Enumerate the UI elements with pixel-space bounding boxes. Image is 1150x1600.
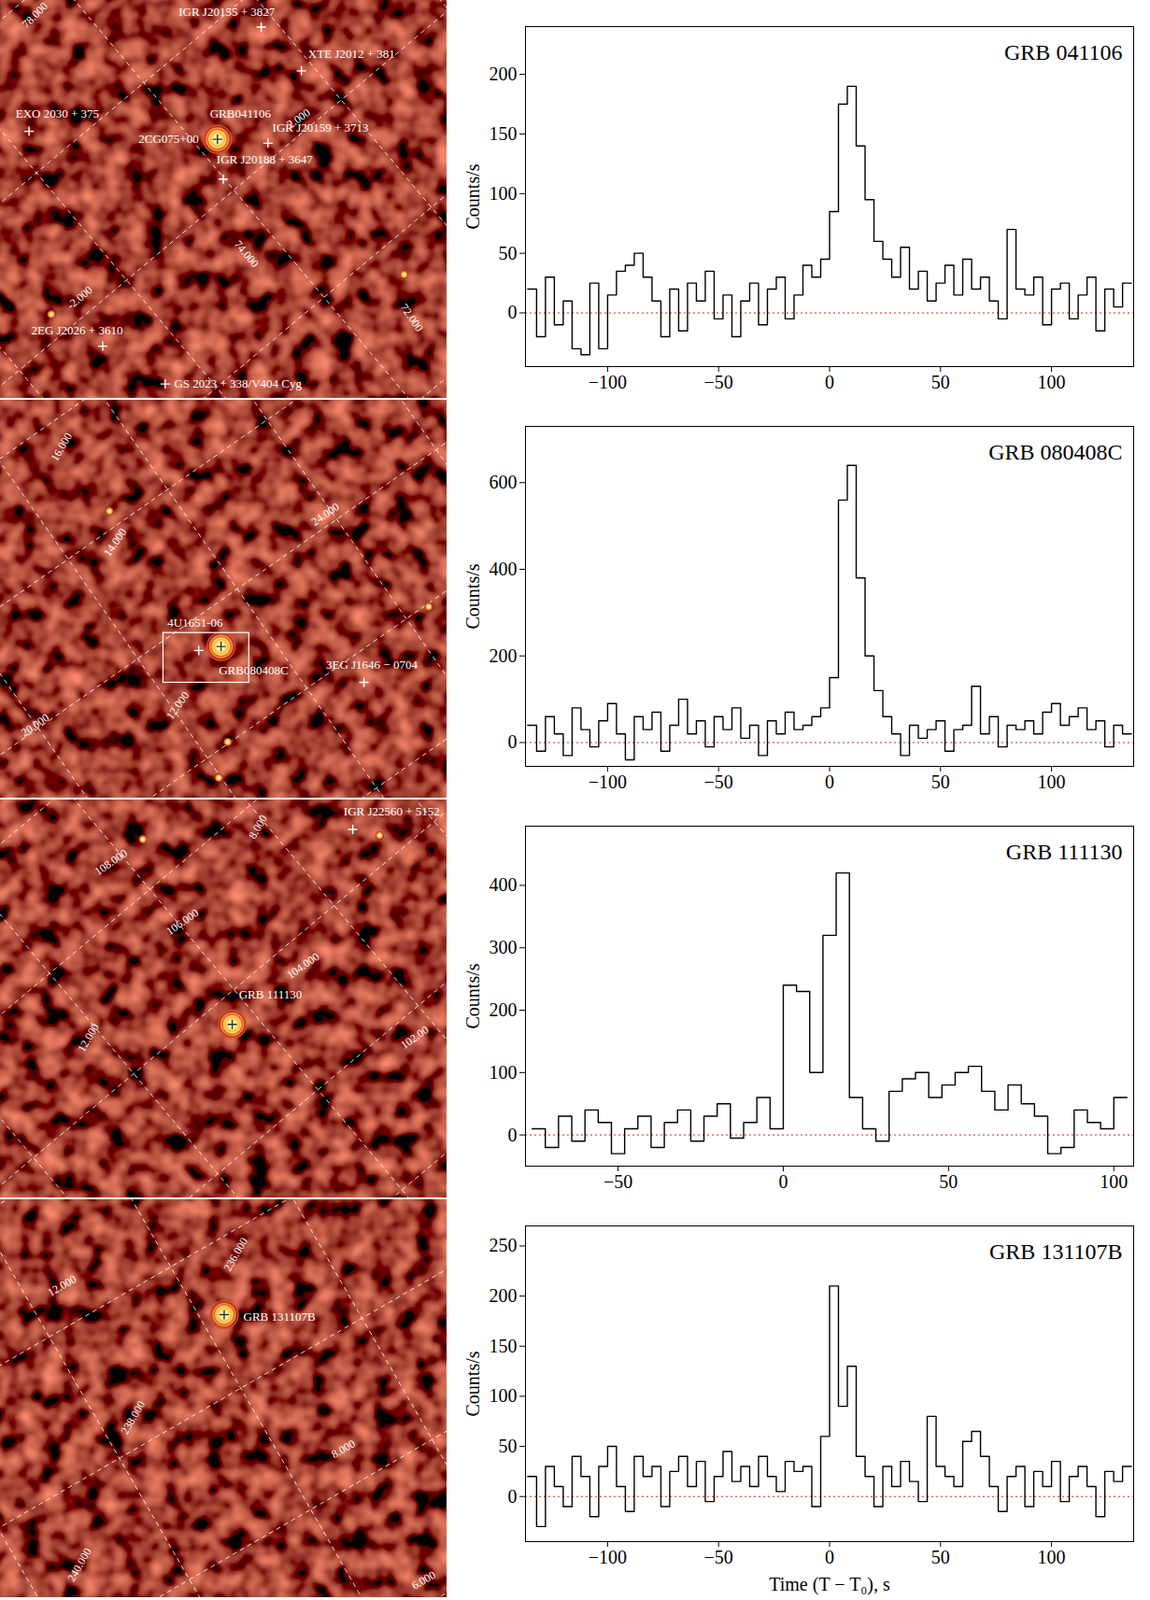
svg-text:14.000: 14.000 — [100, 525, 129, 559]
svg-text:200: 200 — [489, 999, 518, 1021]
svg-text:0: 0 — [508, 731, 518, 753]
svg-text:74.000: 74.000 — [231, 238, 262, 270]
svg-text:0: 0 — [508, 1124, 518, 1146]
svg-text:IGR J22560 + 5152: IGR J22560 + 5152 — [343, 804, 441, 819]
svg-text:GRB 131107B: GRB 131107B — [989, 1239, 1122, 1264]
svg-text:8.000: 8.000 — [245, 812, 270, 841]
svg-text:−50: −50 — [704, 371, 734, 393]
svg-text:50: 50 — [498, 242, 518, 264]
svg-text:GRB 131107B: GRB 131107B — [243, 1309, 316, 1324]
svg-text:GRB 111130: GRB 111130 — [239, 987, 303, 1002]
svg-text:250: 250 — [489, 1235, 518, 1256]
svg-text:IGR J20155 + 3827: IGR J20155 + 3827 — [178, 4, 276, 19]
svg-text:3EG J1646 − 0704: 3EG J1646 − 0704 — [326, 657, 418, 672]
svg-text:100: 100 — [489, 1385, 518, 1406]
svg-text:200: 200 — [489, 645, 518, 667]
svg-text:GS 2023 + 338/V404 Cyg: GS 2023 + 338/V404 Cyg — [173, 376, 302, 391]
svg-text:12.000: 12.000 — [45, 1272, 80, 1300]
svg-text:16.000: 16.000 — [48, 430, 76, 465]
svg-text:100: 100 — [1037, 371, 1066, 393]
svg-text:50: 50 — [938, 1171, 958, 1193]
svg-text:78.000: 78.000 — [19, 0, 51, 31]
svg-text:102.00: 102.00 — [397, 1022, 431, 1051]
svg-text:GRB080408C: GRB080408C — [218, 663, 288, 678]
svg-text:400: 400 — [489, 874, 518, 895]
svg-text:240.000: 240.000 — [64, 1546, 95, 1585]
svg-text:0: 0 — [824, 371, 835, 393]
svg-text:EXO 2030 + 375: EXO 2030 + 375 — [15, 106, 100, 121]
svg-text:50: 50 — [931, 1547, 951, 1568]
svg-text:8.000: 8.000 — [328, 1436, 357, 1462]
svg-text:IGR J20159 + 3713: IGR J20159 + 3713 — [272, 120, 370, 135]
svg-text:600: 600 — [489, 471, 518, 493]
svg-text:100: 100 — [1037, 1547, 1066, 1568]
svg-text:Counts/s: Counts/s — [462, 963, 483, 1029]
svg-text:50: 50 — [931, 771, 951, 793]
svg-text:Counts/s: Counts/s — [462, 1350, 483, 1417]
svg-text:−100: −100 — [588, 371, 627, 393]
svg-text:0: 0 — [824, 1547, 835, 1568]
svg-text:−50: −50 — [704, 1547, 734, 1568]
svg-text:2CG075+00: 2CG075+00 — [138, 131, 199, 146]
svg-text:−50: −50 — [603, 1171, 633, 1193]
svg-text:2EG J2026 + 3610: 2EG J2026 + 3610 — [30, 323, 123, 338]
svg-text:−100: −100 — [588, 1547, 627, 1568]
svg-text:20.000: 20.000 — [18, 710, 52, 739]
svg-text:12.000: 12.000 — [163, 689, 192, 723]
svg-text:72.000: 72.000 — [397, 301, 426, 335]
svg-text:0: 0 — [824, 771, 835, 793]
svg-text:24.000: 24.000 — [309, 499, 342, 528]
svg-text:IGR J20188 + 3647: IGR J20188 + 3647 — [216, 152, 314, 167]
svg-text:100: 100 — [1037, 771, 1066, 793]
svg-text:200: 200 — [489, 63, 518, 85]
svg-text:150: 150 — [489, 123, 518, 144]
svg-text:100: 100 — [489, 1062, 518, 1083]
svg-text:−100: −100 — [588, 771, 627, 793]
svg-text:Counts/s: Counts/s — [462, 163, 483, 229]
svg-text:2.000: 2.000 — [284, 105, 313, 132]
svg-text:0: 0 — [508, 301, 518, 323]
svg-text:300: 300 — [489, 937, 518, 958]
svg-text:200: 200 — [489, 1285, 518, 1307]
svg-text:50: 50 — [931, 371, 951, 393]
svg-text:4U1651-06: 4U1651-06 — [167, 615, 224, 630]
svg-text:Time (T − T₀), s: Time (T − T₀), s — [768, 1574, 891, 1596]
svg-text:100: 100 — [489, 183, 518, 204]
svg-text:XTE J2012 + 381: XTE J2012 + 381 — [308, 46, 396, 61]
svg-text:238.000: 238.000 — [118, 1398, 149, 1437]
svg-text:0: 0 — [778, 1171, 788, 1193]
svg-text:GRB 041106: GRB 041106 — [1004, 40, 1122, 65]
svg-text:400: 400 — [489, 558, 518, 580]
svg-text:Counts/s: Counts/s — [462, 563, 483, 629]
svg-text:−50: −50 — [704, 771, 734, 793]
svg-text:236.000: 236.000 — [220, 1235, 251, 1275]
svg-text:0: 0 — [508, 1486, 518, 1507]
svg-text:6.000: 6.000 — [409, 1568, 438, 1593]
svg-text:50: 50 — [498, 1435, 518, 1457]
svg-text:12.000: 12.000 — [74, 1021, 102, 1055]
svg-text:108.000: 108.000 — [92, 846, 130, 879]
svg-text:150: 150 — [489, 1335, 518, 1357]
svg-text:106.000: 106.000 — [163, 906, 201, 938]
svg-text:GRB041106: GRB041106 — [210, 106, 272, 121]
svg-text:GRB 111130: GRB 111130 — [1006, 839, 1123, 865]
svg-text:GRB 080408C: GRB 080408C — [988, 440, 1122, 465]
svg-text:100: 100 — [1099, 1171, 1128, 1193]
svg-text:-2.000: -2.000 — [64, 283, 96, 313]
svg-text:104.000: 104.000 — [283, 950, 322, 982]
